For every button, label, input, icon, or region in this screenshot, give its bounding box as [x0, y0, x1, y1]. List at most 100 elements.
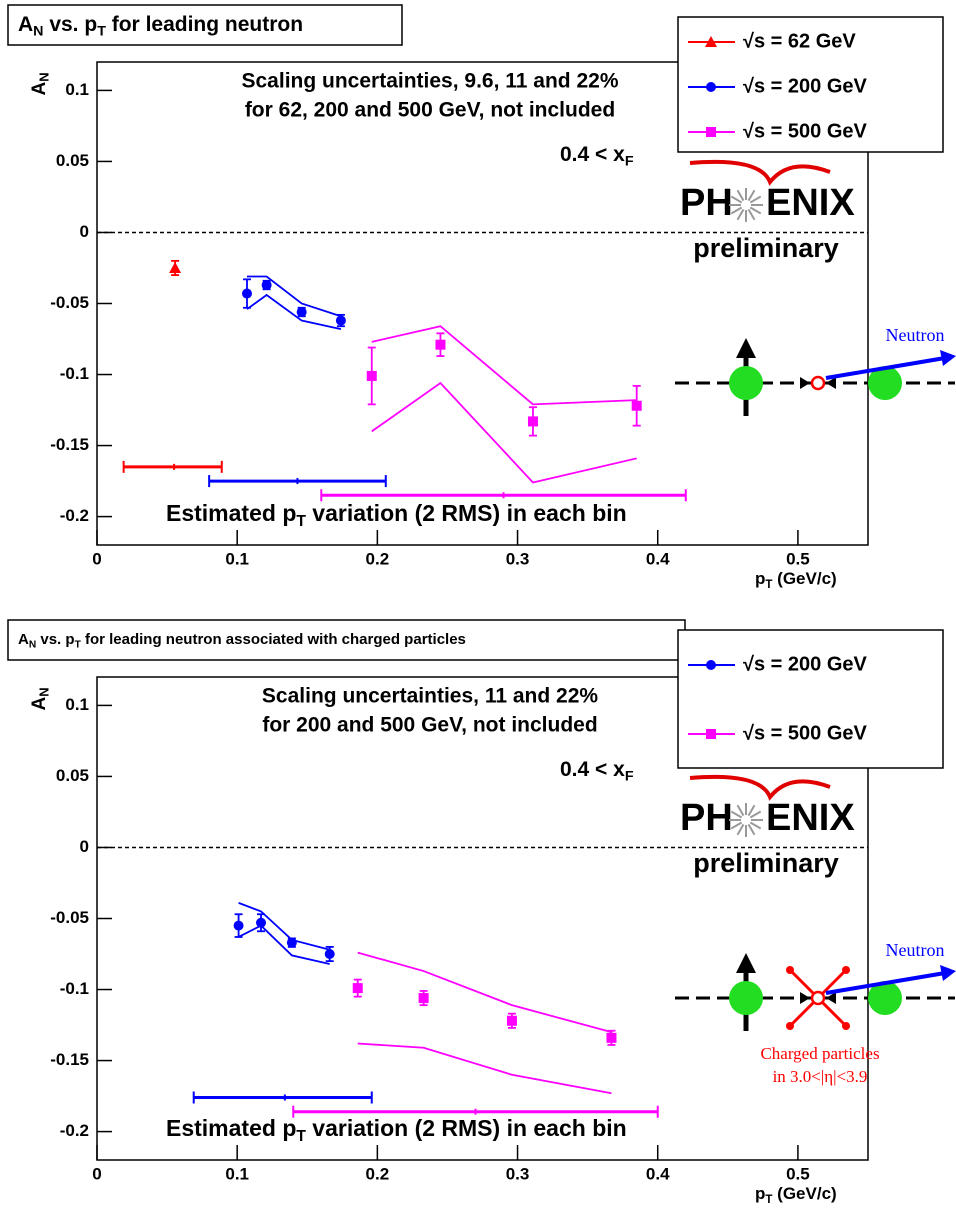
title-box: [7, 4, 403, 46]
x-tick-label: 0.4: [646, 1164, 670, 1183]
y-axis-label: AN: [29, 687, 52, 710]
marker: [706, 660, 716, 670]
y-tick-label: 0: [80, 837, 89, 856]
x-tick-label: 0.3: [506, 1164, 530, 1183]
collision: [810, 990, 826, 1006]
y-tick-label: 0.1: [65, 695, 89, 714]
logo-star: [747, 189, 756, 202]
y-tick-label: -0.05: [50, 293, 89, 312]
text-part: (GeV/c): [772, 569, 836, 588]
x-tick-label: 0.1: [225, 549, 249, 568]
x-axis-label: pT (GeV/c): [755, 569, 837, 591]
annotation: for 62, 200 and 500 GeV, not included: [245, 99, 615, 122]
marker: [286, 937, 297, 948]
text-part: N: [37, 687, 52, 696]
logo-star: [749, 206, 762, 215]
logo-star: [736, 189, 745, 202]
y-tick-label: -0.15: [50, 435, 89, 454]
x-tick-label: 0.4: [646, 549, 670, 568]
legend-label: √s = 200 GeV: [743, 653, 867, 675]
marker: [169, 261, 182, 273]
x-tick-label: 0.1: [225, 1164, 249, 1183]
text-part: 0.4 < x: [560, 143, 625, 166]
logo-text: PH: [680, 797, 733, 839]
y-tick-label: 0.1: [65, 80, 89, 99]
marker: [506, 1015, 517, 1026]
text-part: p: [755, 1184, 765, 1203]
y-tick-label: -0.1: [60, 979, 89, 998]
diagram-label: Neutron: [886, 940, 945, 960]
text-part: for leading neutron: [106, 13, 303, 36]
logo-status: preliminary: [693, 233, 839, 263]
x-axis-label: pT (GeV/c): [755, 1184, 837, 1206]
text-part: Estimated p: [166, 500, 296, 526]
text-part: A: [29, 697, 50, 711]
text-part: T: [765, 579, 772, 591]
logo-text: ENIX: [766, 182, 855, 224]
marker: [435, 339, 446, 350]
text-part: N: [33, 23, 43, 39]
logo-star: [730, 810, 743, 819]
marker: [233, 920, 244, 931]
text-part: vs. p: [36, 631, 74, 648]
y-tick-label: 0: [80, 222, 89, 241]
marker: [352, 983, 363, 994]
logo-arc: [689, 159, 831, 186]
y-tick-label: 0.05: [56, 151, 89, 170]
marker: [706, 729, 716, 739]
logo-star: [730, 821, 743, 830]
logo-star: [749, 195, 762, 204]
y-tick-label: -0.2: [60, 506, 89, 525]
band-line: [357, 951, 612, 1034]
text-part: T: [97, 23, 106, 39]
y-tick-label: 0.05: [56, 766, 89, 785]
legend-box: [677, 629, 944, 769]
text-part: Estimated p: [166, 1115, 296, 1141]
neutron-head: [940, 965, 956, 981]
diagram-label: in 3.0<|η|<3.9: [773, 1067, 868, 1086]
x-tick-label: 0.3: [506, 549, 530, 568]
marker: [324, 949, 335, 960]
x-tick-label: 0.5: [786, 549, 810, 568]
legend-label: √s = 500 GeV: [743, 722, 867, 744]
x-tick-label: 0.5: [786, 1164, 810, 1183]
diagram-label: Charged particles: [760, 1044, 879, 1063]
text-part: A: [18, 631, 29, 648]
band-line: [238, 924, 330, 965]
text-part: (GeV/c): [772, 1184, 836, 1203]
x-tick-label: 0.2: [366, 1164, 390, 1183]
marker: [261, 280, 272, 291]
xf-label: 0.4 < xF: [560, 143, 634, 170]
logo-star: [749, 810, 762, 819]
y-tick-label: -0.15: [50, 1050, 89, 1069]
marker: [705, 36, 717, 47]
y-tick-label: -0.2: [60, 1121, 89, 1140]
logo-star: [736, 804, 745, 817]
text-part: T: [765, 1194, 772, 1206]
marker: [706, 127, 716, 137]
marker: [296, 307, 307, 318]
band-line: [371, 325, 637, 406]
band-line: [357, 1042, 612, 1095]
particle-head: [786, 1022, 794, 1030]
annotation: Scaling uncertainties, 11 and 22%: [262, 685, 598, 708]
text-part: N: [37, 72, 52, 81]
x-tick-label: 0: [92, 549, 101, 568]
marker: [241, 288, 252, 299]
logo-status: preliminary: [693, 848, 839, 878]
proton: [868, 366, 902, 400]
logo-star: [749, 821, 762, 830]
logo-text: ENIX: [766, 797, 855, 839]
marker: [335, 315, 346, 326]
x-tick-label: 0: [92, 1164, 101, 1183]
band-line: [246, 293, 342, 330]
logo-arc: [689, 774, 831, 801]
annotation: Scaling uncertainties, 9.6, 11 and 22%: [242, 70, 619, 93]
text-part: A: [18, 13, 33, 36]
logo-text: PH: [680, 182, 733, 224]
diagram-label: Neutron: [886, 325, 945, 345]
collision: [810, 375, 826, 391]
marker: [256, 917, 267, 928]
